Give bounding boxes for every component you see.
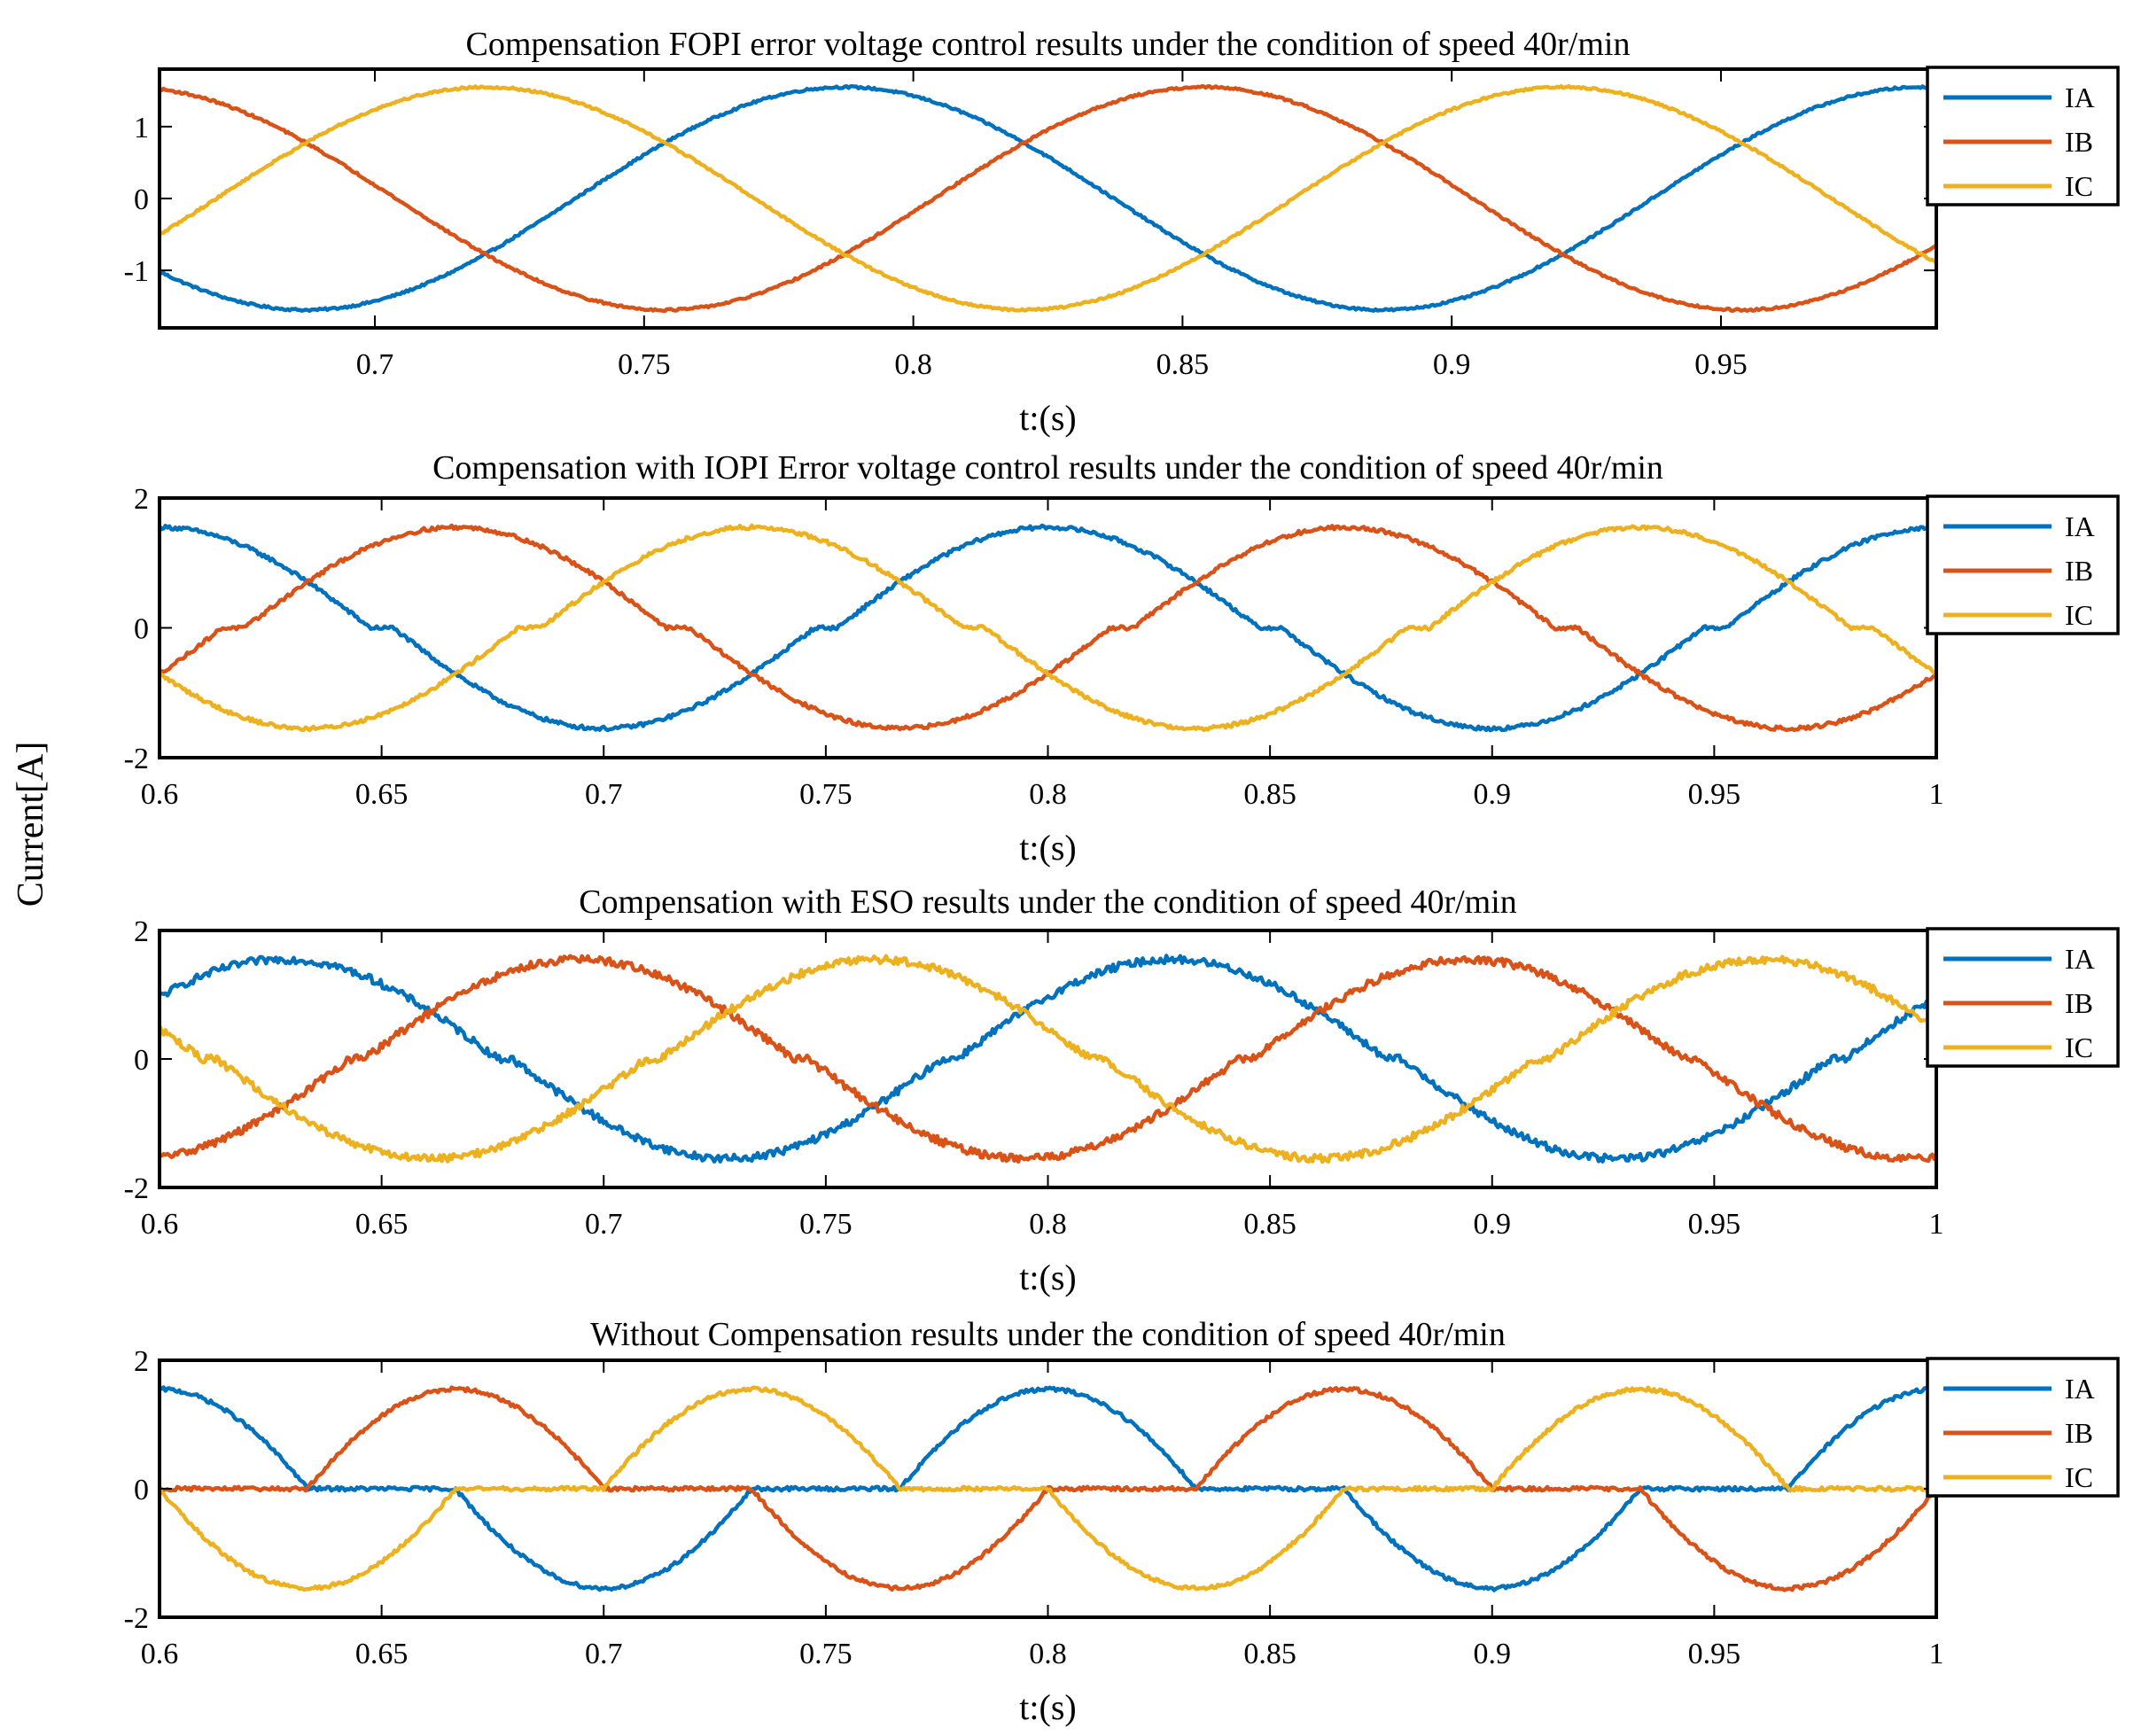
y-tick-label: 0	[134, 613, 149, 646]
x-tick-label: 0.9	[1474, 1638, 1512, 1670]
x-tick-label: 0.8	[1029, 1208, 1067, 1241]
legend-label-ia: IA	[2065, 510, 2095, 542]
series-ia	[160, 523, 1936, 733]
series-ic	[160, 523, 1936, 733]
x-tick-label: 0.9	[1433, 348, 1471, 381]
x-tick-label: 0.9	[1474, 1208, 1512, 1241]
subplot-title: Compensation with IOPI Error voltage con…	[432, 449, 1663, 487]
x-tick-label: 0.85	[1243, 1208, 1296, 1241]
legend: IA IB IC	[1926, 494, 2120, 635]
x-tick-label: 0.6	[141, 1638, 179, 1670]
legend-label-ia: IA	[2065, 1373, 2095, 1405]
x-tick-label: 0.85	[1243, 1638, 1296, 1670]
legend: IA IB IC	[1926, 66, 2120, 206]
x-tick-label: 0.7	[585, 1208, 623, 1241]
y-tick-label: -1	[124, 255, 149, 288]
x-tick-label: 0.6	[141, 1208, 179, 1241]
x-axis-label: t:(s)	[1019, 1257, 1076, 1297]
y-axis-label: Current[A]	[11, 742, 51, 907]
legend-label-ib: IB	[2065, 126, 2093, 158]
y-tick-label: 0	[134, 1474, 149, 1506]
x-tick-label: 0.8	[1029, 1638, 1067, 1670]
subplot-title: Compensation FOPI error voltage control …	[466, 26, 1631, 63]
axes-box	[158, 496, 1938, 759]
x-tick-label: 0.85	[1156, 348, 1210, 381]
subplot-2: Compensation with IOPI Error voltage con…	[124, 449, 2120, 868]
y-tick-label: -2	[124, 743, 149, 775]
x-tick-label: 1	[1929, 1208, 1944, 1241]
series-ib	[160, 83, 1936, 314]
series-ia	[160, 954, 1936, 1164]
x-tick-label: 0.65	[355, 1208, 409, 1241]
legend-label-ic: IC	[2065, 170, 2093, 202]
x-tick-label: 0.85	[1243, 778, 1296, 811]
series-group	[160, 83, 1936, 314]
x-tick-label: 0.8	[894, 348, 932, 381]
x-tick-label: 0.7	[585, 778, 623, 811]
legend-label-ic: IC	[2065, 1031, 2093, 1063]
y-tick-label: 2	[134, 915, 149, 948]
series-ia	[160, 83, 1936, 314]
series-group	[160, 523, 1936, 733]
x-tick-label: 1	[1929, 1638, 1944, 1670]
x-tick-label: 0.75	[799, 778, 853, 811]
legend-box	[1926, 66, 2120, 206]
series-ib	[160, 1385, 1936, 1592]
x-axis-label: t:(s)	[1019, 398, 1076, 438]
x-tick-label: 0.6	[141, 778, 179, 811]
x-tick-label: 0.95	[1694, 348, 1748, 381]
subplot-title: Without Compensation results under the c…	[590, 1316, 1506, 1353]
x-axis-label: t:(s)	[1019, 828, 1076, 868]
subplot-1: Compensation FOPI error voltage control …	[124, 26, 2120, 438]
y-tick-label: 0	[134, 1044, 149, 1077]
legend-label-ic: IC	[2065, 599, 2093, 631]
x-tick-label: 0.75	[799, 1208, 853, 1241]
series-group	[160, 954, 1936, 1164]
series-ic	[160, 954, 1936, 1164]
legend-label-ib: IB	[2065, 1417, 2093, 1449]
series-group	[160, 1385, 1936, 1592]
series-ib	[160, 954, 1936, 1164]
x-tick-label: 0.95	[1688, 1208, 1741, 1241]
legend-label-ia: IA	[2065, 82, 2095, 113]
legend-label-ia: IA	[2065, 943, 2095, 975]
subplot-3: Compensation with ESO results under the …	[124, 884, 2120, 1297]
x-tick-label: 0.95	[1688, 778, 1741, 811]
x-tick-label: 0.65	[355, 778, 409, 811]
legend-label-ic: IC	[2065, 1461, 2093, 1493]
legend: IA IB IC	[1926, 927, 2120, 1068]
legend-label-ib: IB	[2065, 555, 2093, 587]
legend: IA IB IC	[1926, 1357, 2120, 1498]
x-tick-label: 0.9	[1474, 778, 1512, 811]
x-tick-label: 0.75	[618, 348, 671, 381]
y-tick-label: 2	[134, 1345, 149, 1378]
subplot-title: Compensation with ESO results under the …	[579, 884, 1517, 921]
legend-label-ib: IB	[2065, 987, 2093, 1019]
x-axis-label: t:(s)	[1019, 1687, 1076, 1727]
series-ic	[160, 83, 1936, 313]
legend-box	[1926, 1357, 2120, 1498]
subplot-4: Without Compensation results under the c…	[124, 1316, 2120, 1727]
x-tick-label: 0.7	[585, 1638, 623, 1670]
x-tick-label: 0.8	[1029, 778, 1067, 811]
series-ic	[160, 1385, 1936, 1592]
y-tick-label: 1	[134, 112, 149, 144]
x-tick-label: 0.7	[356, 348, 394, 381]
series-ib	[160, 523, 1936, 733]
legend-box	[1926, 494, 2120, 635]
x-tick-label: 0.75	[799, 1638, 853, 1670]
y-tick-label: -2	[124, 1172, 149, 1205]
x-tick-label: 0.65	[355, 1638, 409, 1670]
legend-box	[1926, 927, 2120, 1068]
y-tick-label: 2	[134, 483, 149, 516]
y-tick-label: -2	[124, 1602, 149, 1635]
x-tick-label: 1	[1929, 778, 1944, 811]
x-tick-label: 0.95	[1688, 1638, 1741, 1670]
y-tick-label: 0	[134, 183, 149, 216]
